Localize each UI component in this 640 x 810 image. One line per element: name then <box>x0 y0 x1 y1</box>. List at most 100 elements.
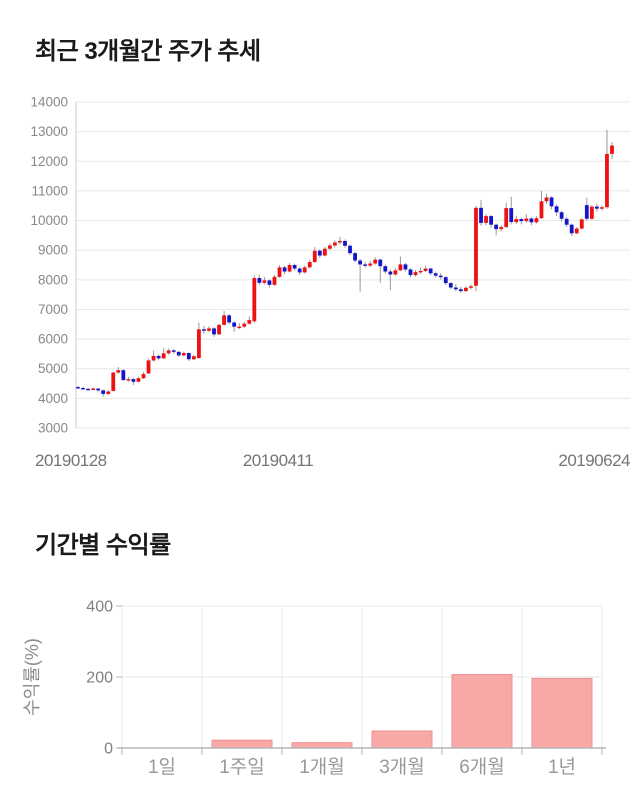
candlestick-down <box>559 210 564 222</box>
candlestick-down <box>564 217 569 228</box>
candlestick-down <box>569 223 574 236</box>
candlestick-up <box>141 371 146 380</box>
candlestick-down <box>453 284 458 292</box>
candle-body <box>317 250 322 256</box>
candlestick-up <box>207 326 211 333</box>
candlestick-down <box>438 273 443 280</box>
candlestick-up <box>589 205 594 220</box>
candlestick-up <box>262 277 267 285</box>
candle-body <box>257 278 262 283</box>
candle-body <box>368 263 373 266</box>
candlestick-down <box>227 314 232 325</box>
candle-body <box>579 219 584 229</box>
candle-body <box>514 219 519 223</box>
candle-body <box>277 267 282 277</box>
candlestick-up <box>312 247 317 263</box>
candle-body <box>474 207 478 286</box>
candle-body <box>453 287 458 290</box>
x-axis-label-end: 20190624 <box>558 451 630 470</box>
candlestick-up <box>504 202 509 228</box>
y-axis-tick-label: 7000 <box>38 302 68 317</box>
return-bar <box>451 674 513 749</box>
candlestick-up <box>136 376 141 383</box>
candlestick-down <box>509 196 514 225</box>
candlestick-down <box>494 223 499 236</box>
candlestick-up <box>338 236 342 245</box>
candle-body <box>111 372 116 391</box>
candlestick-up <box>579 218 584 230</box>
candlestick-down <box>267 279 272 288</box>
candlestick-up <box>287 262 292 273</box>
candlestick-up <box>237 323 242 330</box>
candlestick-down <box>176 351 181 357</box>
candle-body <box>86 388 90 391</box>
candle-body <box>398 264 403 271</box>
candle-body <box>539 201 544 219</box>
candlestick-up <box>413 270 418 277</box>
candlestick-up <box>322 246 327 257</box>
candle-body <box>176 351 181 356</box>
candle-body <box>247 320 252 324</box>
period-returns-bar-chart: 0 200 400 1일 1주일 1개월 3개월 6개월 1년 수익률(%) <box>22 599 606 778</box>
candle-body <box>212 328 216 335</box>
candle-body <box>217 324 221 335</box>
y-axis-tick-label: 400 <box>86 599 113 616</box>
candlestick-down <box>378 258 383 283</box>
candle-body <box>594 206 599 209</box>
candle-body <box>197 329 201 359</box>
category-label: 6개월 <box>459 756 505 778</box>
candlestick-down <box>584 197 589 222</box>
candlestick-up <box>252 275 257 323</box>
candle-body <box>408 269 413 276</box>
candle-body <box>96 388 101 391</box>
candlestick-up <box>393 268 398 276</box>
candlestick-up <box>242 321 247 328</box>
candle-body <box>292 265 297 269</box>
candle-body <box>222 315 226 325</box>
candle-body <box>272 276 277 285</box>
candle-body <box>388 271 393 275</box>
candlestick-down <box>156 354 161 361</box>
candlestick-down <box>363 261 368 268</box>
candle-body <box>423 268 428 271</box>
candlestick-down <box>96 387 101 393</box>
candlestick-up <box>610 142 614 159</box>
candle-body <box>181 353 186 356</box>
candle-body <box>393 270 398 275</box>
candle-body <box>161 353 166 359</box>
candlestick-up <box>499 225 504 232</box>
candle-body <box>322 248 327 256</box>
candlestick-up <box>539 190 544 220</box>
candle-body <box>433 273 438 276</box>
candlestick-up <box>116 366 121 374</box>
candle-body <box>237 326 242 329</box>
candle-body <box>156 355 161 359</box>
candlestick-up <box>111 371 116 392</box>
candle-body <box>489 216 493 225</box>
candle-body <box>307 262 312 268</box>
candle-body <box>81 387 85 390</box>
candlestick-down <box>257 274 262 286</box>
candlestick-down <box>489 214 493 228</box>
y-axis-tick-label: 8000 <box>38 272 68 287</box>
candlestick-down <box>594 203 599 212</box>
candle-body <box>524 218 529 222</box>
y-axis-title: 수익률(%) <box>22 638 42 716</box>
candle-body <box>494 224 499 230</box>
candlestick-down <box>101 389 106 397</box>
candlestick-up <box>368 260 373 268</box>
y-axis-tick-label: 200 <box>86 670 113 687</box>
candle-body <box>297 268 302 273</box>
candle-body <box>358 260 363 265</box>
candle-body <box>584 205 589 219</box>
return-bar <box>211 739 273 749</box>
candle-body <box>121 370 126 380</box>
candlestick-down <box>353 251 357 263</box>
candlestick-up <box>398 256 403 272</box>
candlestick-up <box>534 216 539 224</box>
candle-body <box>519 219 524 222</box>
candle-body <box>282 267 287 272</box>
candlestick-up <box>307 259 312 269</box>
return-bar <box>291 742 353 749</box>
